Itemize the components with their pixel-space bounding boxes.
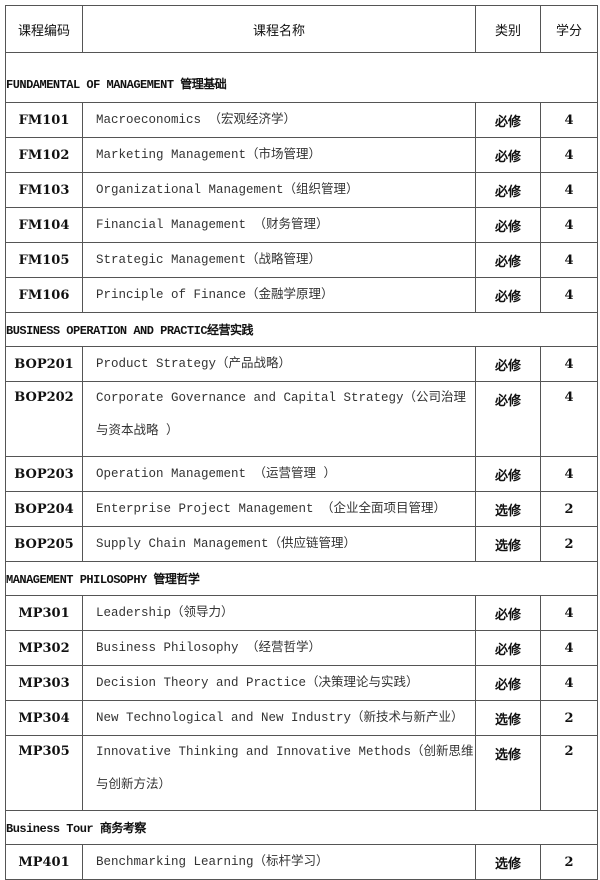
course-credit: 4 [540,172,598,208]
course-name: Operation Management （运营管理 ） [82,456,476,492]
table-row: FM106 Principle of Finance（金融学原理） 必修 4 [5,277,598,313]
course-credit: 4 [540,102,598,138]
course-credit: 4 [540,242,598,278]
course-code: MP302 [5,630,83,666]
course-credit: 4 [540,595,598,631]
course-code: MP303 [5,665,83,701]
course-name: Innovative Thinking and Innovative Metho… [82,735,476,811]
course-type: 必修 [475,137,541,173]
course-code: FM106 [5,277,83,313]
course-code: MP401 [5,844,83,880]
header-code: 课程编码 [5,5,83,53]
section-title: Business Tour 商务考察 [5,810,598,845]
course-credit: 4 [540,207,598,243]
course-type: 必修 [475,242,541,278]
course-code: BOP203 [5,456,83,492]
course-code: FM101 [5,102,83,138]
table-row: BOP204 Enterprise Project Management （企业全… [5,491,598,527]
course-type: 选修 [475,491,541,527]
course-credit: 2 [540,844,598,880]
course-code: MP304 [5,700,83,736]
course-type: 选修 [475,700,541,736]
table-row: BOP201 Product Strategy（产品战略） 必修 4 [5,346,598,382]
section-title: MANAGEMENT PHILOSOPHY 管理哲学 [5,561,598,596]
course-code: MP305 [5,735,83,811]
table-row: BOP203 Operation Management （运营管理 ）必修 4 [5,456,598,492]
course-name: Corporate Governance and Capital Strateg… [82,381,476,457]
course-name: Marketing Management（市场管理） [82,137,476,173]
course-type: 必修 [475,665,541,701]
course-name: Macroeconomics （宏观经济学） [82,102,476,138]
course-code: BOP205 [5,526,83,562]
course-type: 必修 [475,630,541,666]
course-code: FM105 [5,242,83,278]
table-row: MP304 New Technological and New Industry（… [5,700,598,736]
table-row: FM104 Financial Management （财务管理） 必修 4 [5,207,598,243]
course-credit: 2 [540,700,598,736]
course-credit: 4 [540,137,598,173]
course-type: 必修 [475,346,541,382]
section-row: Business Tour 商务考察 [5,810,598,845]
course-credit: 4 [540,277,598,313]
course-type: 必修 [475,456,541,492]
table-row: MP301 Leadership（领导力） 必修 4 [5,595,598,631]
table-row: MP303 Decision Theory and Practice（决策理论与实… [5,665,598,701]
course-name: Product Strategy（产品战略） [82,346,476,382]
course-name: Principle of Finance（金融学原理） [82,277,476,313]
course-code: BOP202 [5,381,83,457]
course-credit: 4 [540,665,598,701]
course-table: 课程编码 课程名称 类别 学分 FUNDAMENTAL OF MANAGEMEN… [5,5,598,880]
course-name: Enterprise Project Management （企业全面项目管理） [82,491,476,527]
course-credit: 2 [540,735,598,811]
course-credit: 2 [540,491,598,527]
course-code: FM103 [5,172,83,208]
course-name: Strategic Management（战略管理） [82,242,476,278]
course-type: 选修 [475,735,541,811]
section-row: FUNDAMENTAL OF MANAGEMENT 管理基础 [5,52,598,103]
course-type: 必修 [475,277,541,313]
course-code: BOP204 [5,491,83,527]
course-name: Decision Theory and Practice（决策理论与实践） [82,665,476,701]
header-type: 类别 [475,5,541,53]
header-credit: 学分 [540,5,598,53]
course-credit: 4 [540,456,598,492]
section-title: BUSINESS OPERATION AND PRACTIC经营实践 [5,312,598,347]
course-type: 必修 [475,207,541,243]
course-type: 选修 [475,526,541,562]
section-title: FUNDAMENTAL OF MANAGEMENT 管理基础 [5,52,598,103]
course-credit: 2 [540,526,598,562]
course-name: Benchmarking Learning（标杆学习） [82,844,476,880]
header-name: 课程名称 [82,5,476,53]
course-credit: 4 [540,381,598,457]
course-type: 必修 [475,381,541,457]
course-type: 必修 [475,102,541,138]
course-type: 必修 [475,595,541,631]
course-code: FM102 [5,137,83,173]
course-name: Organizational Management（组织管理） [82,172,476,208]
course-name: Financial Management （财务管理） [82,207,476,243]
table-row: FM101 Macroeconomics （宏观经济学） 必修 4 [5,102,598,138]
table-row: BOP202 Corporate Governance and Capital S… [5,381,598,457]
table-row: MP302 Business Philosophy （经营哲学） 必修 4 [5,630,598,666]
course-name: Supply Chain Management（供应链管理） [82,526,476,562]
course-credit: 4 [540,346,598,382]
course-code: FM104 [5,207,83,243]
table-row: MP401 Benchmarking Learning（标杆学习） 选修 2 [5,844,598,880]
course-type: 选修 [475,844,541,880]
course-name: New Technological and New Industry（新技术与新… [82,700,476,736]
course-code: MP301 [5,595,83,631]
section-row: MANAGEMENT PHILOSOPHY 管理哲学 [5,561,598,596]
course-name: Business Philosophy （经营哲学） [82,630,476,666]
table-row: BOP205 Supply Chain Management（供应链管理） 选修 2 [5,526,598,562]
course-credit: 4 [540,630,598,666]
section-row: BUSINESS OPERATION AND PRACTIC经营实践 [5,312,598,347]
course-type: 必修 [475,172,541,208]
table-row: FM103 Organizational Management（组织管理） 必修 4 [5,172,598,208]
table-row: MP305 Innovative Thinking and Innovative … [5,735,598,811]
table-row: FM102 Marketing Management（市场管理） 必修 4 [5,137,598,173]
table-row: FM105 Strategic Management（战略管理） 必修 4 [5,242,598,278]
course-code: BOP201 [5,346,83,382]
course-name: Leadership（领导力） [82,595,476,631]
table-header: 课程编码 课程名称 类别 学分 [5,5,598,53]
